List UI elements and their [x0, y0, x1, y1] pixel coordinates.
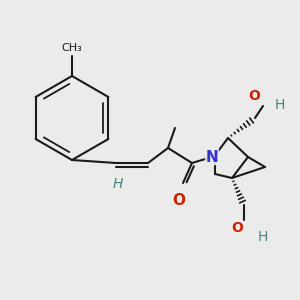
- Text: O: O: [172, 193, 185, 208]
- Text: CH₃: CH₃: [61, 43, 82, 53]
- Text: O: O: [231, 221, 243, 235]
- Text: H: H: [258, 230, 268, 244]
- Text: H: H: [275, 98, 285, 112]
- Text: H: H: [113, 177, 123, 191]
- Text: O: O: [248, 89, 260, 103]
- Text: N: N: [206, 149, 218, 164]
